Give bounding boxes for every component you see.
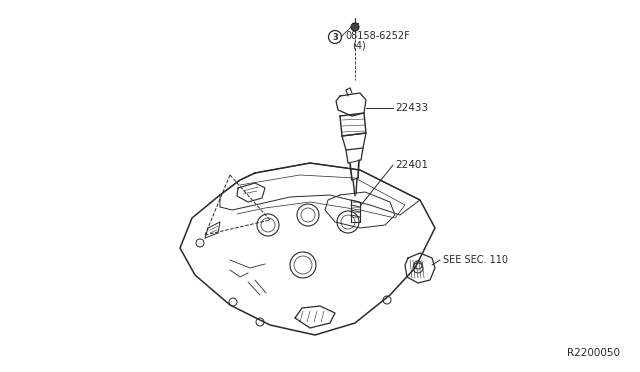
- Circle shape: [351, 23, 359, 31]
- Text: 3: 3: [332, 32, 338, 42]
- Text: 08158-6252F: 08158-6252F: [345, 31, 410, 41]
- Text: (4): (4): [352, 41, 365, 51]
- Text: 22401: 22401: [395, 160, 428, 170]
- Text: 22433: 22433: [395, 103, 428, 113]
- Text: SEE SEC. 110: SEE SEC. 110: [443, 255, 508, 265]
- Text: R2200050: R2200050: [567, 348, 620, 358]
